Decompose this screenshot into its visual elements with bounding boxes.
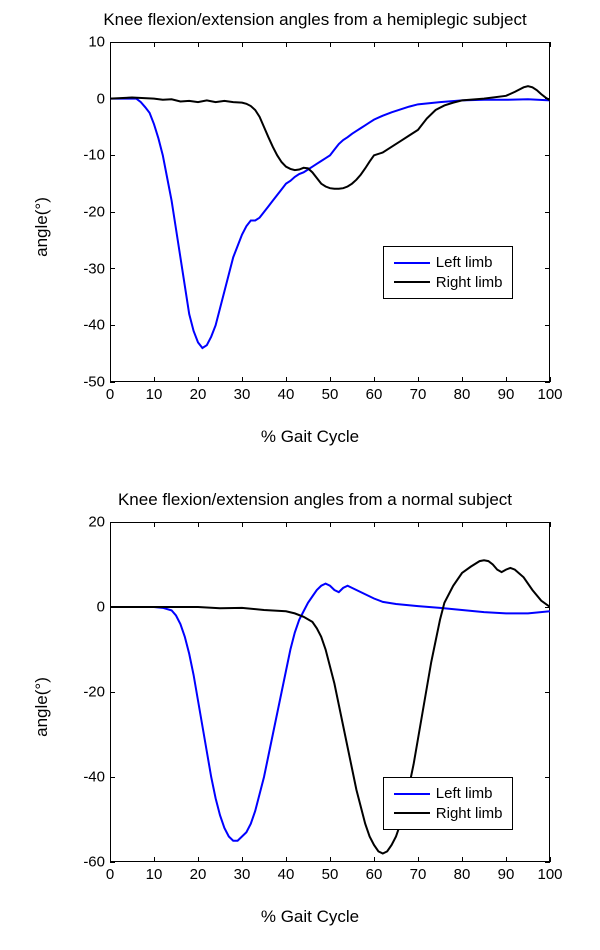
xlabel: % Gait Cycle [90, 907, 530, 927]
xtick-label: 10 [146, 866, 163, 883]
legend-label: Left limb [436, 253, 493, 273]
legend-item: Left limb [394, 253, 503, 273]
legend-label: Left limb [436, 784, 493, 804]
xtick-label: 30 [234, 866, 251, 883]
xtick-label: 50 [322, 386, 339, 403]
xtick-label: 30 [234, 386, 251, 403]
plot-area-hemiplegic: -50-40-30-20-100100102030405060708090100… [50, 32, 570, 422]
xtick-label: 90 [498, 866, 515, 883]
legend-item: Left limb [394, 784, 503, 804]
lines-svg [50, 32, 550, 382]
legend-swatch [394, 262, 430, 264]
legend-label: Right limb [436, 273, 503, 293]
xtick-label: 70 [410, 866, 427, 883]
legend-swatch [394, 793, 430, 795]
xtick-label: 20 [190, 866, 207, 883]
xlabel: % Gait Cycle [90, 427, 530, 447]
chart-title: Knee flexion/extension angles from a nor… [60, 490, 570, 510]
ylabel: angle(°) [32, 197, 52, 257]
xtick-label: 80 [454, 866, 471, 883]
xtick-label: 0 [106, 866, 114, 883]
legend-item: Right limb [394, 273, 503, 293]
xtick-label: 100 [537, 866, 562, 883]
legend-swatch [394, 812, 430, 814]
xtick-label: 40 [278, 866, 295, 883]
xtick-label: 100 [537, 386, 562, 403]
xtick-label: 50 [322, 866, 339, 883]
xtick-label: 70 [410, 386, 427, 403]
xtick-label: 60 [366, 386, 383, 403]
xtick-label: 10 [146, 386, 163, 403]
xtick-label: 60 [366, 866, 383, 883]
ylabel: angle(°) [32, 677, 52, 737]
legend-label: Right limb [436, 804, 503, 824]
xtick-label: 40 [278, 386, 295, 403]
legend-swatch [394, 281, 430, 283]
chart-normal: Knee flexion/extension angles from a nor… [30, 490, 570, 940]
legend: Left limbRight limb [383, 777, 514, 830]
series-line [110, 86, 550, 189]
legend-item: Right limb [394, 804, 503, 824]
legend: Left limbRight limb [383, 246, 514, 299]
xtick-label: 20 [190, 386, 207, 403]
series-line [110, 99, 550, 348]
page: Knee flexion/extension angles from a hem… [0, 0, 600, 950]
xtick-label: 90 [498, 386, 515, 403]
chart-hemiplegic: Knee flexion/extension angles from a hem… [30, 10, 570, 460]
plot-area-normal: -60-40-200200102030405060708090100angle(… [50, 512, 570, 902]
xtick-label: 80 [454, 386, 471, 403]
chart-title: Knee flexion/extension angles from a hem… [60, 10, 570, 30]
xtick-label: 0 [106, 386, 114, 403]
